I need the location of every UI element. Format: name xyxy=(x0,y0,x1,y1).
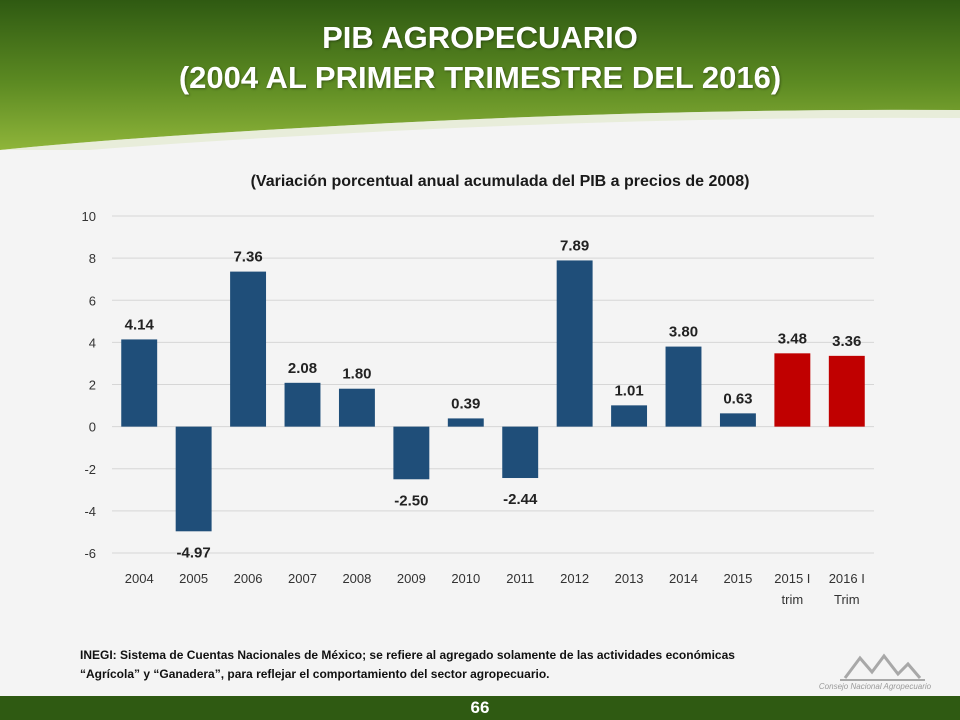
data-label: 3.48 xyxy=(778,330,807,347)
x-tick-label: 2007 xyxy=(288,571,317,586)
x-tick-label: 2010 xyxy=(451,571,480,586)
bar xyxy=(447,418,484,427)
x-tick-label: 2006 xyxy=(234,571,263,586)
bar xyxy=(230,271,267,427)
data-label: 1.01 xyxy=(614,382,643,399)
y-tick-label: -2 xyxy=(84,462,96,477)
data-label: 3.36 xyxy=(832,333,861,350)
bar xyxy=(719,413,756,427)
page-number: 66 xyxy=(0,696,960,720)
bar-chart: -6 -4 -2 0 2 4 6 8 10 4.14 2004 -4.97 2005 7.36 2006 2.… xyxy=(82,209,874,607)
title-line-1: PIB AGROPECUARIO xyxy=(322,20,638,55)
x-tick-label: 2012 xyxy=(560,571,589,586)
data-label: 0.39 xyxy=(451,395,480,412)
bar xyxy=(121,339,158,427)
y-tick-label: 0 xyxy=(89,420,96,435)
bar xyxy=(502,426,539,479)
page-title: PIB AGROPECUARIO (2004 AL PRIMER TRIMEST… xyxy=(0,18,960,98)
y-tick-label: 4 xyxy=(89,335,96,350)
x-tick-label: 2015 xyxy=(723,571,752,586)
data-label: 7.36 xyxy=(233,249,262,266)
x-tick-label: 2011 xyxy=(506,571,534,586)
bar xyxy=(611,405,648,427)
x-tick-label: 2009 xyxy=(397,571,426,586)
y-tick-label: 10 xyxy=(82,209,96,224)
mountain-peaks-logo-icon xyxy=(840,653,925,681)
bar xyxy=(774,353,811,427)
data-label: -2.44 xyxy=(503,491,538,508)
footnote: INEGI: Sistema de Cuentas Nacionales de … xyxy=(80,646,850,684)
x-tick-label: 2015 I xyxy=(774,571,810,586)
bar xyxy=(665,346,702,427)
bar xyxy=(175,426,212,532)
data-label: 1.80 xyxy=(342,366,371,383)
logo-text: Consejo Nacional Agropecuario xyxy=(818,682,932,691)
title-line-2: (2004 AL PRIMER TRIMESTRE DEL 2016) xyxy=(178,60,782,95)
x-tick-label: 2008 xyxy=(342,571,371,586)
header-banner xyxy=(0,0,960,150)
data-label: 7.89 xyxy=(560,237,589,254)
chart-title: (Variación porcentual anual acumulada de… xyxy=(250,173,750,190)
bar xyxy=(393,426,430,480)
footnote-line-1: INEGI: Sistema de Cuentas Nacionales de … xyxy=(80,648,735,662)
data-label: -2.50 xyxy=(394,492,428,509)
bar xyxy=(338,388,375,427)
data-label: 4.14 xyxy=(125,316,155,333)
data-label: -4.97 xyxy=(177,544,211,561)
x-tick-label: 2016 I xyxy=(829,571,865,586)
data-label: 2.08 xyxy=(288,360,317,377)
y-tick-label: 6 xyxy=(89,293,96,308)
y-tick-label: -4 xyxy=(84,504,96,519)
x-tick-label: Trim xyxy=(834,592,860,607)
data-label: 3.80 xyxy=(669,324,698,341)
y-tick-label: -6 xyxy=(84,546,96,561)
footnote-line-2: “Agrícola” y “Ganadera”, para reflejar e… xyxy=(80,667,550,681)
x-tick-label: 2013 xyxy=(615,571,644,586)
data-label: 0.63 xyxy=(723,390,752,407)
x-tick-label: 2005 xyxy=(179,571,208,586)
x-tick-label: trim xyxy=(782,592,804,607)
x-tick-label: 2004 xyxy=(125,571,154,586)
bar xyxy=(284,382,321,427)
bar xyxy=(828,355,865,427)
y-tick-label: 2 xyxy=(89,378,96,393)
x-tick-label: 2014 xyxy=(669,571,698,586)
bar xyxy=(556,260,593,427)
y-tick-label: 8 xyxy=(89,251,96,266)
